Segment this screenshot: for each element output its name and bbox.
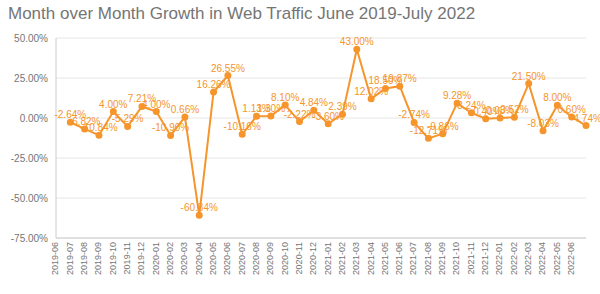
svg-text:-10.90%: -10.90% — [152, 122, 189, 133]
svg-text:2020-08: 2020-08 — [251, 242, 261, 275]
svg-text:2021-10: 2021-10 — [451, 242, 461, 275]
svg-text:0.60%: 0.60% — [557, 104, 586, 115]
svg-text:-10.84%: -10.84% — [80, 122, 118, 134]
svg-text:-2.22%: -2.22% — [284, 109, 316, 120]
svg-text:-4.74%: -4.74% — [570, 113, 592, 124]
svg-text:2022-01: 2022-01 — [494, 242, 504, 275]
svg-text:2022-05: 2022-05 — [552, 242, 562, 275]
svg-text:43.00%: 43.00% — [340, 36, 374, 47]
svg-text:-10.16%: -10.16% — [224, 121, 261, 132]
svg-text:2020-04: 2020-04 — [194, 242, 204, 275]
svg-text:2021-06: 2021-06 — [394, 242, 404, 275]
svg-text:2020-09: 2020-09 — [265, 242, 275, 275]
svg-text:2021-08: 2021-08 — [423, 242, 433, 275]
svg-text:2022-03: 2022-03 — [523, 242, 533, 275]
svg-text:2021-12: 2021-12 — [480, 242, 490, 275]
svg-text:16.26%: 16.26% — [197, 79, 231, 90]
svg-text:2022-06: 2022-06 — [566, 242, 576, 275]
svg-text:2020-12: 2020-12 — [308, 242, 318, 275]
svg-text:2020-10: 2020-10 — [280, 242, 290, 275]
html-text:Month over Month Growth in Web: Month over Month Growth in Web Traffic J… — [8, 4, 476, 23]
svg-text:12.02%: 12.02% — [354, 86, 388, 97]
svg-text:2019-08: 2019-08 — [79, 242, 89, 275]
svg-text:25.00%: 25.00% — [14, 73, 48, 84]
svg-text:2.39%: 2.39% — [328, 101, 356, 112]
svg-text:26.55%: 26.55% — [211, 63, 245, 74]
svg-text:2019-10: 2019-10 — [108, 242, 118, 275]
svg-text:2019-12: 2019-12 — [136, 242, 146, 275]
svg-text:2021-07: 2021-07 — [408, 242, 418, 275]
svg-text:2019-07: 2019-07 — [65, 242, 75, 275]
svg-text:0.00%: 0.00% — [20, 113, 48, 124]
svg-text:4.00%: 4.00% — [142, 99, 170, 110]
svg-text:-25.00%: -25.00% — [11, 153, 48, 164]
svg-text:1.30%: 1.30% — [257, 103, 285, 114]
svg-text:2019-06: 2019-06 — [50, 242, 60, 275]
svg-text:2021-01: 2021-01 — [323, 242, 333, 275]
svg-text:-8.03%: -8.03% — [527, 118, 559, 129]
svg-text:2021-11: 2021-11 — [466, 242, 476, 274]
svg-text:2021-04: 2021-04 — [366, 242, 376, 275]
svg-text:8.00%: 8.00% — [543, 92, 571, 103]
svg-text:2019-09: 2019-09 — [93, 242, 103, 275]
svg-text:-75.00%: -75.00% — [11, 233, 48, 244]
svg-text:-9.86%: -9.86% — [427, 121, 459, 132]
svg-text:-3.60%: -3.60% — [312, 111, 344, 122]
svg-text:0.66%: 0.66% — [171, 104, 199, 115]
svg-text:21.50%: 21.50% — [512, 71, 546, 82]
svg-text:2021-05: 2021-05 — [380, 242, 390, 275]
svg-text:2020-11: 2020-11 — [294, 242, 304, 274]
svg-text:2020-06: 2020-06 — [222, 242, 232, 275]
svg-text:2022-04: 2022-04 — [537, 242, 547, 275]
svg-text:2020-01: 2020-01 — [151, 242, 161, 275]
svg-text:-60.84%: -60.84% — [181, 202, 218, 213]
svg-text:19.87%: 19.87% — [383, 73, 417, 84]
svg-text:0.52%: 0.52% — [500, 104, 528, 115]
svg-text:2021-09: 2021-09 — [437, 242, 447, 275]
svg-text:2019-11: 2019-11 — [122, 242, 132, 274]
svg-text:-2.64%: -2.64% — [54, 109, 87, 121]
svg-text:2021-02: 2021-02 — [337, 242, 347, 275]
svg-text:-50.00%: -50.00% — [11, 193, 48, 204]
svg-text:-2.74%: -2.74% — [398, 109, 430, 120]
svg-text:4.84%: 4.84% — [300, 97, 328, 108]
svg-text:2022-02: 2022-02 — [509, 242, 519, 275]
svg-text:-5.29%: -5.29% — [112, 113, 144, 124]
svg-text:2020-03: 2020-03 — [179, 242, 189, 275]
svg-text:2021-03: 2021-03 — [351, 242, 361, 275]
svg-text:2020-05: 2020-05 — [208, 242, 218, 275]
svg-text:2020-07: 2020-07 — [237, 242, 247, 275]
svg-text:9.28%: 9.28% — [442, 90, 472, 102]
svg-text:8.10%: 8.10% — [271, 92, 299, 103]
svg-text:2020-02: 2020-02 — [165, 242, 175, 275]
svg-text:4.00%: 4.00% — [99, 99, 127, 110]
svg-text:50.00%: 50.00% — [14, 33, 48, 44]
